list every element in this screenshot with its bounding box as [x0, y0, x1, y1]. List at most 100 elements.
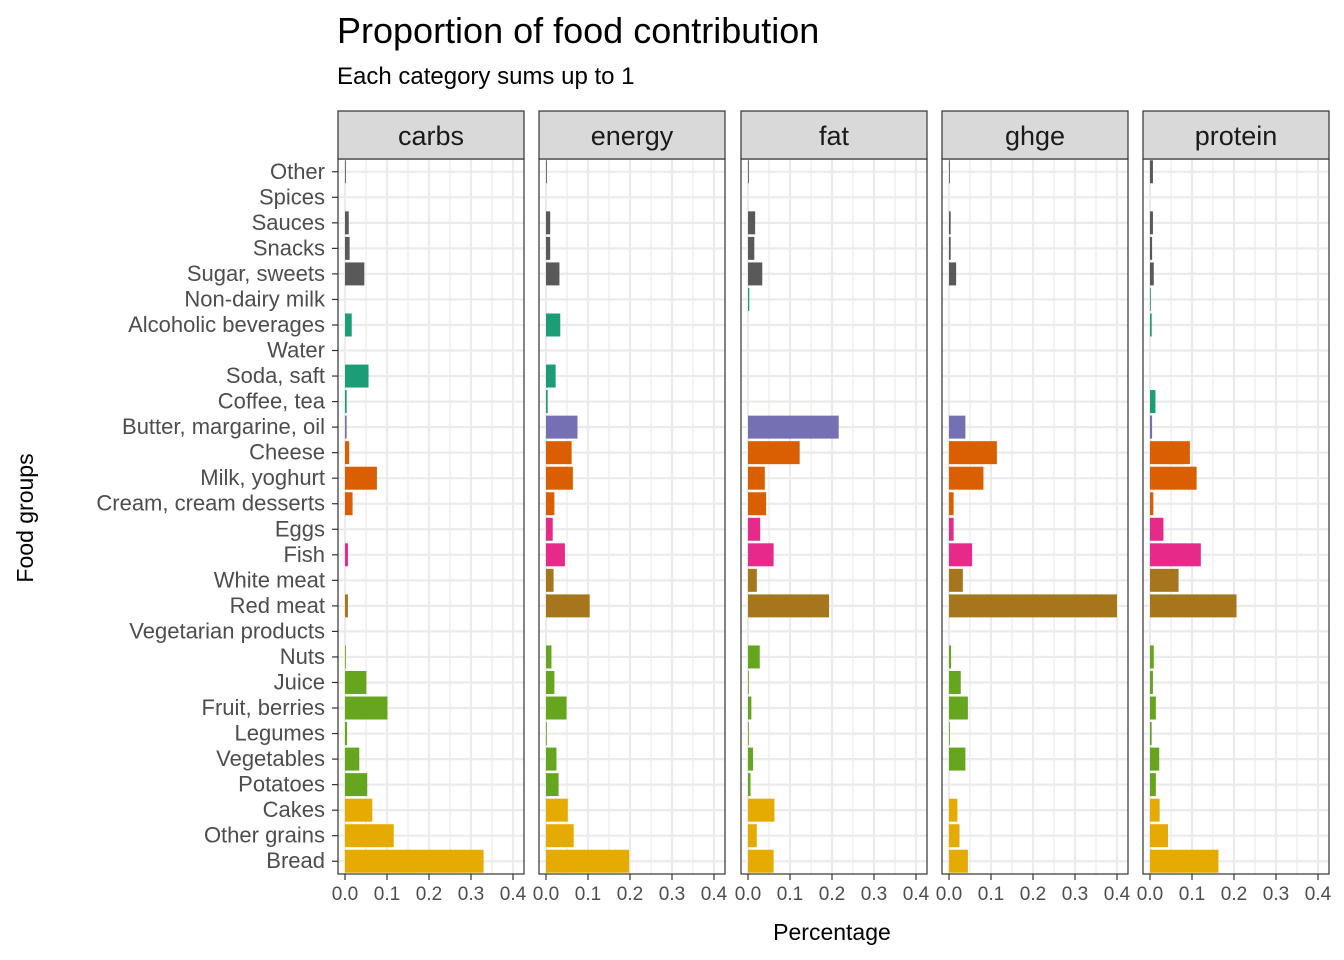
bar-protein-snacks	[1150, 236, 1153, 260]
bar-carbs-soda-saft	[345, 364, 369, 388]
bar-protein-other-grains	[1150, 824, 1169, 848]
y-tick-label: Spices	[259, 184, 325, 209]
bar-carbs-potatoes	[345, 773, 368, 797]
bar-energy-white-meat	[546, 568, 554, 592]
x-axis-title: Percentage	[773, 919, 891, 945]
x-tick-label: 0.0	[533, 884, 559, 905]
bar-energy-snacks	[546, 236, 551, 260]
bar-energy-sauces	[546, 211, 551, 235]
y-tick-label: Soda, saft	[226, 363, 325, 388]
strip-background	[941, 110, 1129, 160]
bar-fat-sauces	[748, 211, 756, 235]
bar-carbs-cheese	[345, 441, 350, 465]
bar-fat-sugar-sweets	[748, 262, 763, 286]
x-tick-label: 0.4	[701, 884, 728, 905]
y-tick-label: Sugar, sweets	[187, 261, 325, 286]
y-tick-label: Legumes	[234, 721, 325, 746]
y-tick-label: Other	[270, 159, 325, 184]
bar-fat-cream-cream-desserts	[748, 492, 767, 516]
bar-protein-non-dairy-milk	[1150, 287, 1151, 311]
x-tick-label: 0.2	[1020, 884, 1046, 905]
bar-ghge-snacks	[949, 236, 951, 260]
bar-carbs-other	[345, 160, 346, 184]
bar-energy-vegetables	[546, 747, 557, 771]
bar-fat-butter-margarine-oil	[748, 415, 839, 439]
y-tick-label: Non-dairy milk	[184, 286, 326, 311]
y-axis-title: Food groups	[12, 453, 38, 582]
bar-fat-snacks	[748, 236, 755, 260]
bar-energy-other-grains	[546, 824, 574, 848]
strip-label: energy	[591, 121, 674, 151]
y-tick-label: Vegetables	[216, 746, 325, 771]
y-tick-label: Nuts	[280, 644, 325, 669]
bar-fat-milk-yoghurt	[748, 466, 765, 490]
bar-fat-non-dairy-milk	[748, 287, 750, 311]
panel-background	[338, 159, 524, 874]
panel-background	[1143, 159, 1329, 874]
bar-protein-white-meat	[1150, 568, 1179, 592]
bar-carbs-sugar-sweets	[345, 262, 365, 286]
x-tick-label: 0.1	[1179, 884, 1205, 905]
bar-protein-fruit-berries	[1150, 696, 1156, 720]
bar-ghge-other-grains	[949, 824, 960, 848]
facet-fat: fat 0.0 0.1 0.2 0.3 0.4	[735, 110, 930, 905]
bar-ghge-fruit-berries	[949, 696, 968, 720]
y-tick-label: White meat	[214, 567, 325, 592]
bar-protein-alcoholic-beverages	[1150, 313, 1152, 337]
x-tick-label: 0.3	[1062, 884, 1088, 905]
bar-carbs-legumes	[345, 722, 348, 746]
bar-ghge-nuts	[949, 645, 952, 669]
x-tick-label: 0.2	[819, 884, 845, 905]
strip-background	[337, 110, 525, 160]
bar-fat-bread	[748, 849, 774, 873]
y-tick-label: Red meat	[230, 593, 325, 618]
bar-carbs-cakes	[345, 798, 373, 822]
bar-protein-vegetables	[1150, 747, 1160, 771]
bar-ghge-sauces	[949, 211, 951, 235]
bar-carbs-juice	[345, 670, 367, 694]
bar-energy-bread	[546, 849, 630, 873]
bar-ghge-other	[949, 160, 950, 184]
y-tick-label: Milk, yoghurt	[200, 465, 325, 490]
strip-background	[538, 110, 726, 160]
panel-background	[539, 159, 725, 874]
bar-carbs-cream-cream-desserts	[345, 492, 353, 516]
panel-background	[741, 159, 927, 874]
bar-fat-juice	[748, 670, 749, 694]
x-tick-label: 0.3	[659, 884, 685, 905]
bar-protein-sugar-sweets	[1150, 262, 1154, 286]
bar-energy-juice	[546, 670, 555, 694]
x-tick-label: 0.2	[617, 884, 643, 905]
bar-carbs-bread	[345, 849, 484, 873]
x-tick-label: 0.1	[374, 884, 400, 905]
y-tick-label: Coffee, tea	[218, 389, 326, 414]
bar-energy-fish	[546, 543, 565, 567]
x-tick-label: 0.3	[861, 884, 887, 905]
bar-fat-fish	[748, 543, 774, 567]
bar-protein-juice	[1150, 670, 1153, 694]
bar-energy-nuts	[546, 645, 552, 669]
bar-carbs-milk-yoghurt	[345, 466, 377, 490]
bar-energy-fruit-berries	[546, 696, 567, 720]
bar-carbs-sauces	[345, 211, 349, 235]
bar-carbs-fruit-berries	[345, 696, 388, 720]
bar-ghge-butter-margarine-oil	[949, 415, 966, 439]
bar-energy-potatoes	[546, 773, 559, 797]
bar-energy-coffee-tea	[546, 390, 548, 414]
bar-energy-eggs	[546, 517, 553, 541]
bar-energy-sugar-sweets	[546, 262, 560, 286]
bar-carbs-butter-margarine-oil	[345, 415, 347, 439]
bar-energy-other	[546, 160, 547, 184]
bar-energy-alcoholic-beverages	[546, 313, 561, 337]
bar-ghge-milk-yoghurt	[949, 466, 984, 490]
bar-protein-other	[1150, 160, 1153, 184]
bar-ghge-sugar-sweets	[949, 262, 957, 286]
bar-ghge-cheese	[949, 441, 997, 465]
bar-energy-butter-margarine-oil	[546, 415, 578, 439]
bar-ghge-bread	[949, 849, 968, 873]
strip-label: protein	[1195, 121, 1278, 151]
bar-protein-cream-cream-desserts	[1150, 492, 1154, 516]
x-tick-label: 0.0	[1137, 884, 1163, 905]
bar-ghge-white-meat	[949, 568, 963, 592]
